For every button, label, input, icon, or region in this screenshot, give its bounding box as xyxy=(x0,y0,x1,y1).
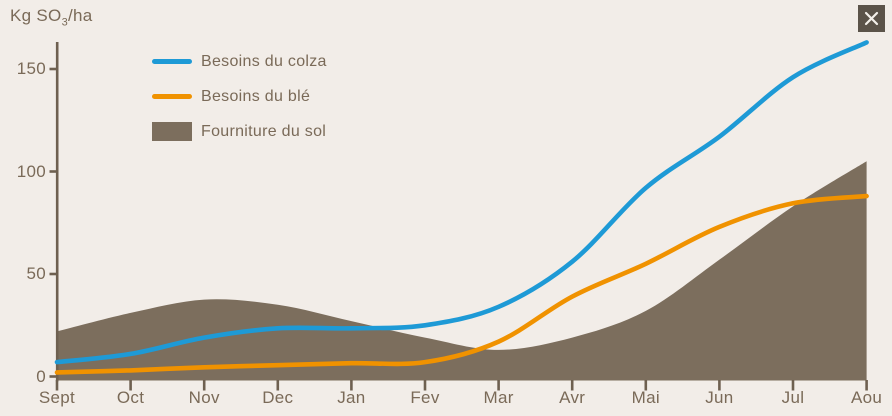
legend-item-sol: Fourniture du sol xyxy=(152,119,327,144)
y-axis-label: 50 xyxy=(26,264,46,283)
y-axis-label: 0 xyxy=(36,366,46,386)
y-axis-title-prefix: Kg SO xyxy=(10,6,62,25)
x-axis-label: Nov xyxy=(188,388,220,407)
x-axis-label: Sept xyxy=(38,388,76,407)
legend-item-ble: Besoins du blé xyxy=(152,84,327,109)
x-axis-label: Fev xyxy=(410,388,440,407)
colza-line-swatch xyxy=(152,59,192,64)
x-axis-label: Jan xyxy=(337,388,366,407)
legend: Besoins du colza Besoins du blé Fournitu… xyxy=(152,49,327,144)
x-axis-label: Avr xyxy=(559,388,586,407)
x-axis-label: Aou xyxy=(851,388,883,407)
x-axis-label: Jul xyxy=(781,388,805,407)
x-axis-label: Dec xyxy=(262,388,294,407)
legend-label-colza: Besoins du colza xyxy=(201,52,327,70)
legend-label-sol: Fourniture du sol xyxy=(201,122,327,140)
x-axis-label: Oct xyxy=(116,388,145,407)
sol-area-swatch xyxy=(152,122,192,141)
colza-curve xyxy=(54,40,869,365)
close-button[interactable] xyxy=(858,5,885,32)
sol-area xyxy=(57,161,867,381)
x-axis-label: Mai xyxy=(631,388,660,407)
ble-curve xyxy=(54,193,869,375)
y-axis-label: 100 xyxy=(16,161,46,181)
y-axis-title-suffix: /ha xyxy=(68,6,93,25)
x-axis-label: Jun xyxy=(705,388,734,407)
y-axis-title-subscript: 3 xyxy=(61,16,69,29)
y-axis-title: Kg SO3/ha xyxy=(10,6,93,28)
y-axis-label: 150 xyxy=(16,59,46,78)
ble-line-swatch xyxy=(152,94,192,99)
legend-label-ble: Besoins du blé xyxy=(201,87,311,105)
x-axis-label: Mar xyxy=(483,388,514,407)
legend-item-colza: Besoins du colza xyxy=(152,49,327,74)
close-icon xyxy=(864,11,879,26)
